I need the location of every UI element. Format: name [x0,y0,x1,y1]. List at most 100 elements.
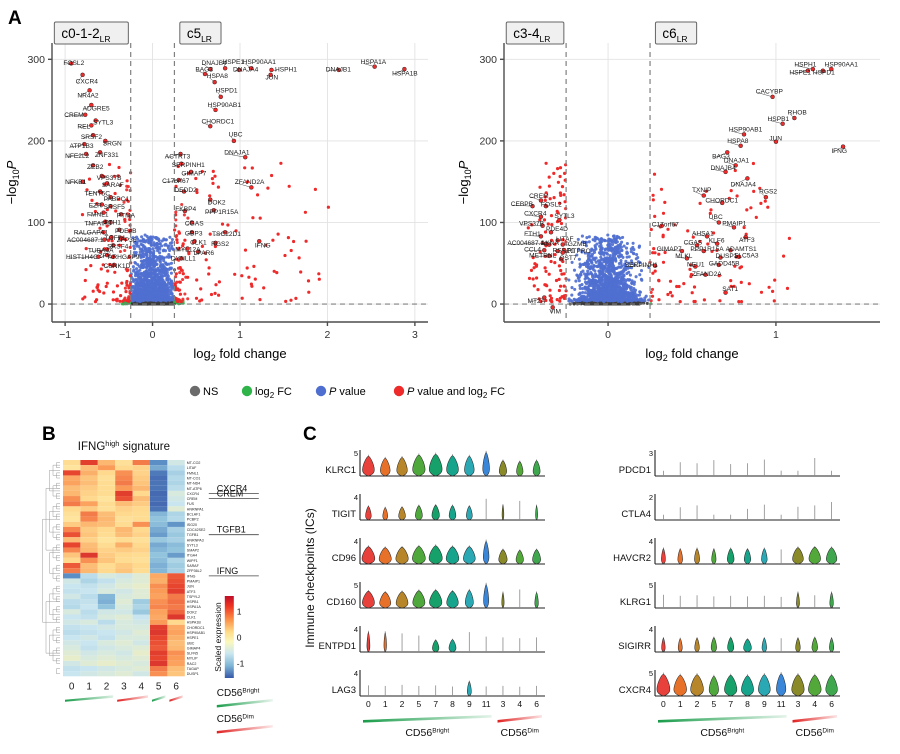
heatmap-cell [167,563,185,569]
group-legend-label: CD56Dim [217,714,254,726]
heatmap-cell [63,511,81,517]
heatmap-cell [167,614,185,620]
svg-text:DEDD2: DEDD2 [174,187,197,194]
svg-text:200: 200 [27,135,45,147]
heatmap-cell [132,526,150,533]
heatmap-cell [167,619,185,625]
heatmap-cell [97,599,116,605]
violin-shape [534,592,539,609]
svg-text:DNAJA4: DNAJA4 [233,66,259,73]
violin-max-label: 4 [354,669,358,678]
svg-text:MYL12A: MYL12A [175,247,201,254]
svg-text:SRSF5: SRSF5 [104,204,126,211]
heatmap-cell [80,609,98,615]
heatmap-cell [63,614,81,620]
svg-text:ZNF331: ZNF331 [95,152,119,159]
heatmap-cell [115,511,133,517]
violin-shape [792,547,804,565]
heatmap-cell [150,470,168,476]
svg-text:FOSL2: FOSL2 [63,60,84,67]
heatmap-cell [97,501,116,507]
svg-text:PTMA: PTMA [117,212,136,219]
violin-shape [796,592,800,609]
heatmap-cell [150,568,168,574]
heatmap-cell [63,599,81,605]
colorbar-tick: -1 [237,659,245,669]
heatmap-cell [115,485,133,491]
svg-text:PPP1R15A: PPP1R15A [205,209,239,216]
violin-gene-label: LAG3 [332,685,356,696]
violin-shape [448,505,457,521]
heatmap-cell [150,645,168,651]
heatmap-cell [132,542,150,548]
volcano-plot-left: FOSL2CXCR4NR4A2ADGRE5CREMSYTL3RELSRSF2SR… [4,21,428,363]
violin-shape [365,506,372,521]
heatmap-cell [97,537,116,543]
svg-text:RGS2: RGS2 [211,241,229,248]
heatmap-cell [167,532,185,538]
heatmap-cell [132,552,150,558]
violin-shape [431,504,440,521]
heatmap-row-label: CHORDC1 [187,626,205,630]
heatmap-cell [63,465,81,471]
svg-text:ATP1B3: ATP1B3 [69,143,93,150]
violin-gene-label: CXCR4 [619,685,651,696]
heatmap-row-label: DUSP1 [187,672,199,676]
violin-shape [464,589,474,609]
svg-text:SRGN: SRGN [103,141,122,148]
heatmap-cell [132,537,150,543]
heatmap-cell [150,655,168,661]
heatmap-cell [115,552,133,558]
heatmap-cell [150,526,168,533]
heatmap-row-label: LITAF [187,466,197,470]
svg-text:TSC22D1: TSC22D1 [212,231,241,238]
heatmap-row-label: FUS [187,502,195,506]
heatmap-cell [115,568,133,574]
svg-text:UBC: UBC [229,132,243,139]
heatmap-cell [115,650,133,656]
heatmap-cell [97,460,116,466]
legend-dot [315,385,327,397]
heatmap-cell [150,624,168,630]
heatmap-row-label: ISG20 [187,523,197,527]
svg-text:2: 2 [325,329,331,341]
heatmap-cell [63,485,81,491]
heatmap-cell [80,475,98,481]
svg-text:log2 fold change: log2 fold change [193,346,286,363]
heatmap-cell [80,619,98,625]
heatmap-cell [167,640,185,646]
violin-cluster-tick: 11 [777,699,786,709]
heatmap-row-label: MT-ATP6 [187,487,202,491]
violin-shape [776,673,787,697]
heatmap-cell [63,666,81,672]
violin-group-label: CD56Dim [796,727,834,739]
violin-shape [483,541,490,565]
heatmap-cell [80,490,98,497]
svg-text:DNAJA1: DNAJA1 [224,150,250,157]
heatmap-cell [167,568,185,574]
heatmap-cell [97,563,116,569]
heatmap-cell [115,640,133,646]
heatmap-cell [115,506,133,512]
svg-text:AC004687.1: AC004687.1 [67,237,104,244]
heatmap-cell [80,542,98,548]
heatmap-cell [63,470,81,476]
heatmap-cell [97,573,116,579]
heatmap-row-label: HSPA1A [187,605,202,609]
svg-text:CLK1: CLK1 [190,239,207,246]
violin-shape [711,548,717,565]
heatmap-cell [150,599,168,605]
svg-text:ZFP36: ZFP36 [117,237,137,244]
svg-text:HIST1H4C: HIST1H4C [66,254,98,261]
heatmap-col-label: 2 [104,681,110,692]
violin-shape [532,549,541,565]
svg-text:TNFAIP3: TNFAIP3 [84,220,111,227]
heatmap-row-label: MT-CO1 [187,476,201,480]
heatmap-cell [132,619,150,625]
volcano-legend: NS log2 FC P value P value and log2 FC [189,385,505,400]
violin-shape [361,546,376,565]
heatmap-annotation: CXCR4 [217,483,248,493]
heatmap-cell [97,614,116,620]
heatmap-cell [80,593,98,600]
svg-text:ADGRE5: ADGRE5 [83,105,110,112]
